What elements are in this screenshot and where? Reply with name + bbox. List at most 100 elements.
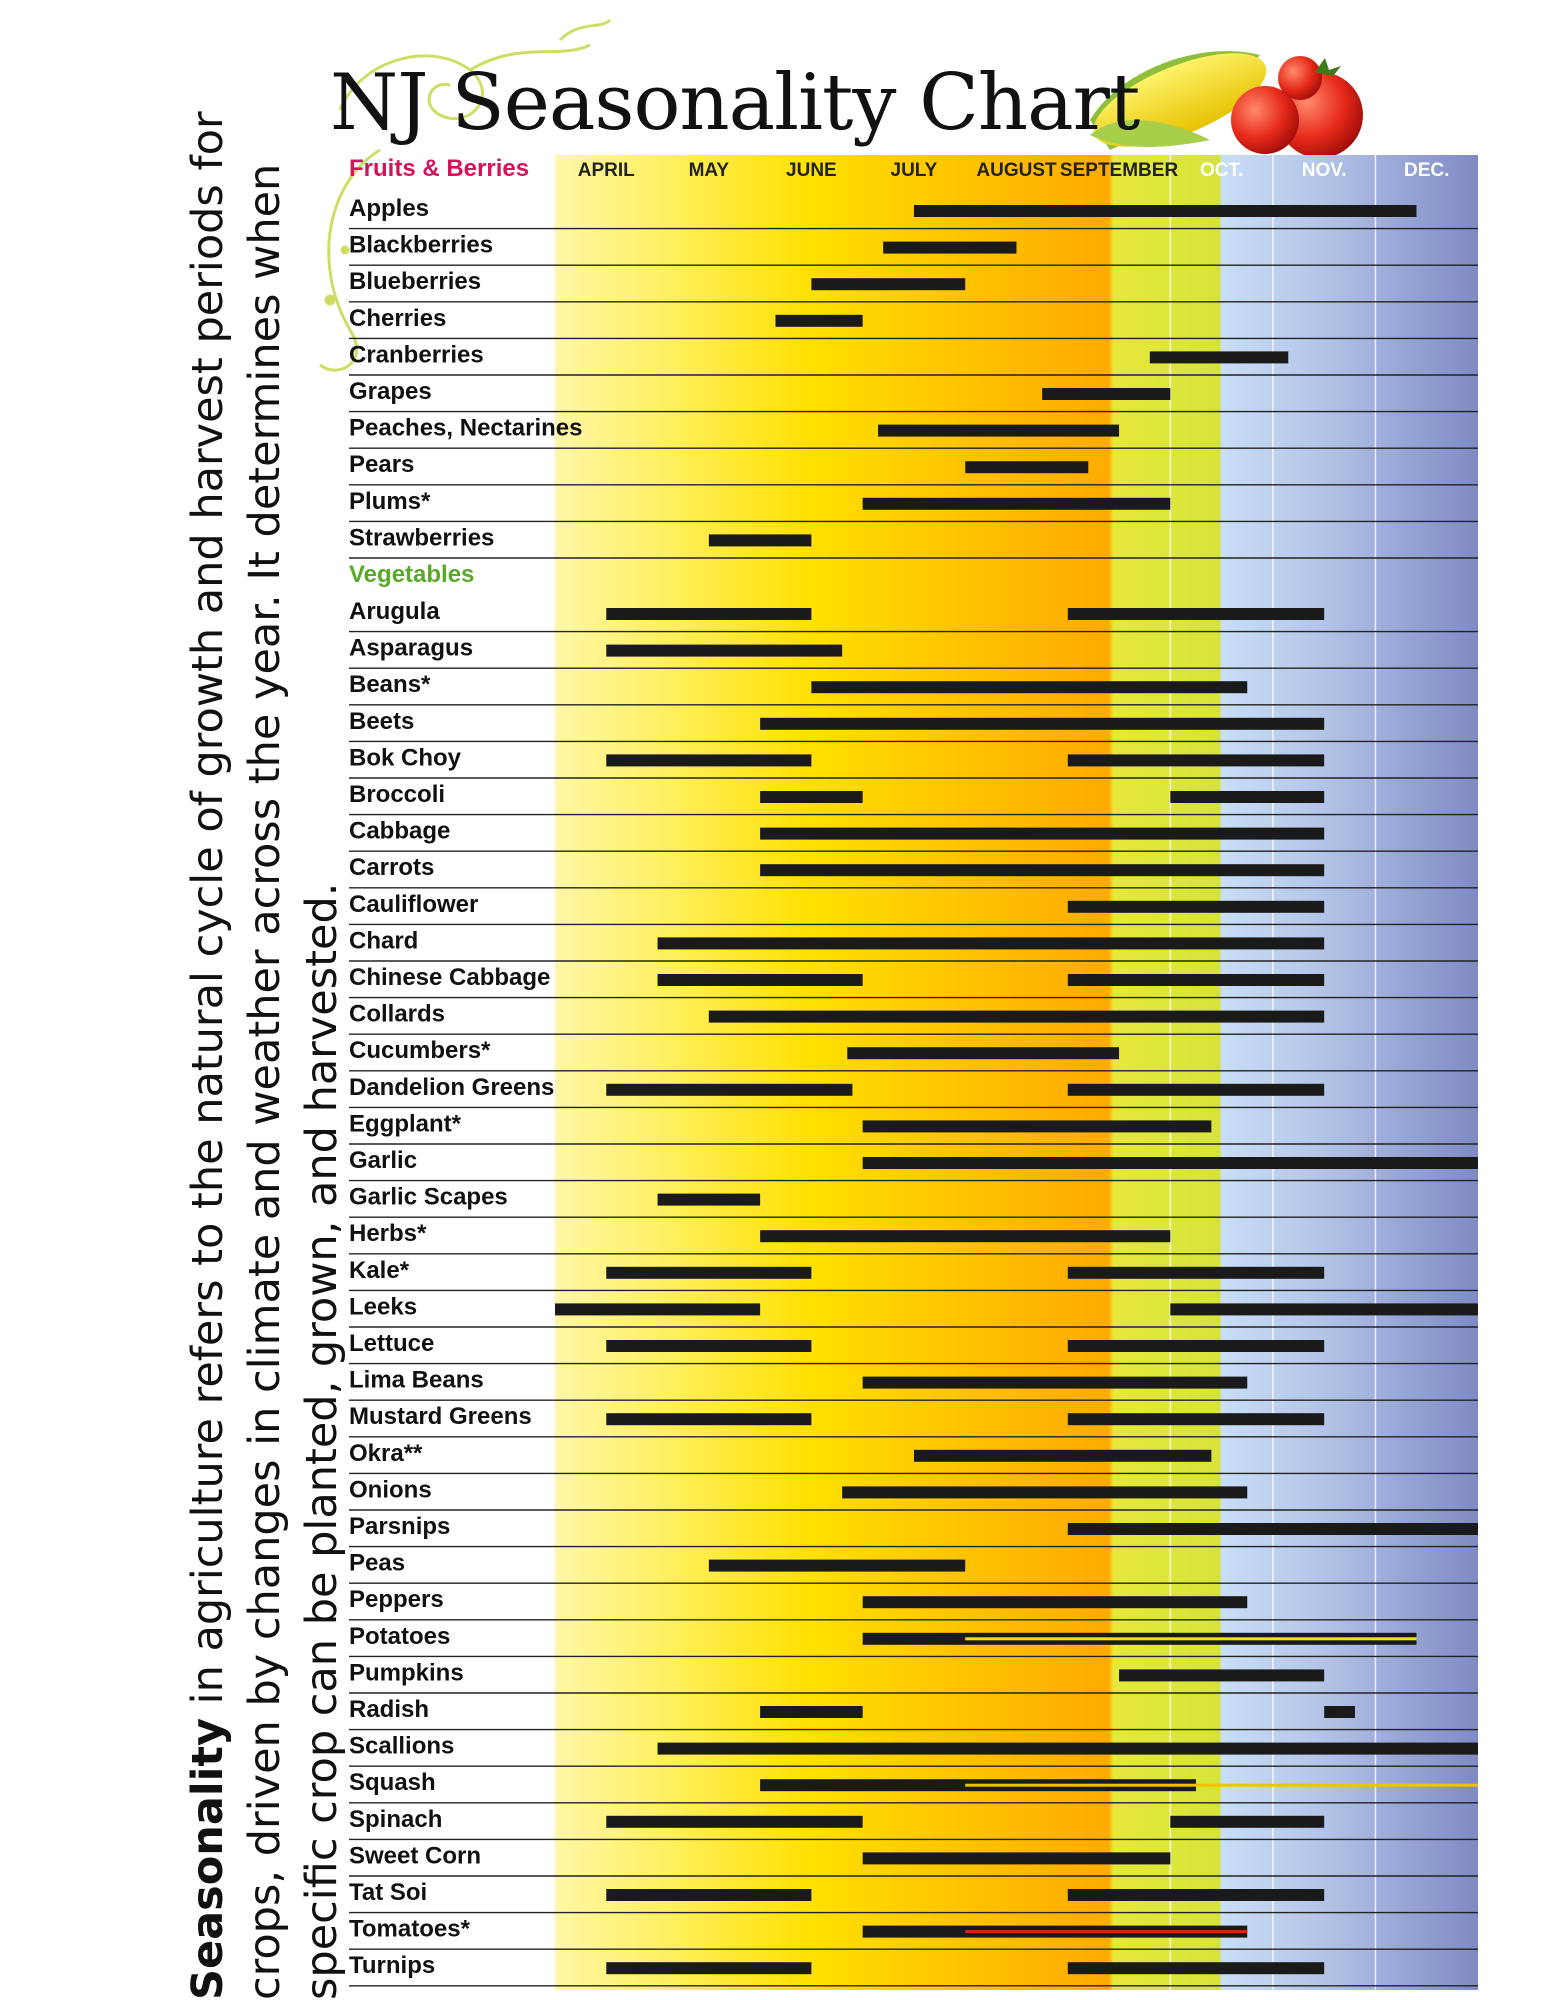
row-label: Spinach [349,1806,442,1833]
season-bar [760,717,1325,730]
season-bar [1067,1083,1325,1096]
season-bar [1042,388,1171,400]
row-label: Okra** [349,1440,423,1467]
season-bar [1067,754,1325,767]
season-bar [1067,608,1325,620]
season-bar [606,1083,853,1096]
season-bar [760,1706,863,1718]
season-bar [862,1120,1212,1133]
row-label: Plums* [349,488,431,515]
season-bar [760,1230,1171,1243]
season-bar [657,974,863,986]
season-bar [842,1486,1248,1499]
month-label: JUNE [786,160,837,181]
season-bar [760,791,863,803]
month-label: AUGUST [976,160,1057,181]
season-bar [708,1010,1325,1023]
season-bar [606,608,812,620]
season-bar [1170,1815,1325,1828]
season-bar [606,1815,863,1828]
row-label: Sweet Corn [349,1842,481,1869]
season-bar [847,1047,1120,1060]
season-bar [913,1449,1212,1462]
row-label: Scallions [349,1733,454,1760]
row-label: Cherries [349,305,446,332]
row-label: Carrots [349,854,434,881]
row-label: Lettuce [349,1330,434,1357]
corn-icon [1090,51,1267,150]
row-label: Lima Beans [349,1367,484,1394]
month-label: NOV. [1302,160,1347,181]
row-label: Cucumbers* [349,1037,491,1064]
row-label: Beets [349,708,414,735]
season-bar [1067,1413,1325,1426]
season-bar [606,754,812,767]
row-label: Broccoli [349,781,445,808]
season-bar [862,497,1171,510]
season-bar [883,241,1017,254]
row-label: Peas [349,1550,405,1577]
row-label: Cabbage [349,818,450,845]
season-bar [708,534,812,547]
season-bar-overlay [965,1783,1478,1787]
season-bar [1170,791,1325,803]
row-label: Cauliflower [349,891,478,918]
season-bar [760,827,1325,840]
row-label: Kale* [349,1257,410,1284]
row-label: Eggplant* [349,1110,462,1137]
season-bar [1067,1266,1325,1279]
row-label: Grapes [349,378,432,405]
season-bar-overlay [965,1637,1417,1641]
season-bar [1170,1303,1478,1316]
section-header: Fruits & Berries [349,155,529,182]
section-header: Vegetables [349,561,474,588]
tomato-icon [1231,56,1363,158]
season-bar [862,1852,1171,1865]
season-bar [657,1742,1478,1755]
season-bar [1067,1523,1478,1535]
season-bar [1119,1669,1325,1682]
row-label: Arugula [349,598,440,625]
season-bar [775,314,863,327]
month-label: JULY [891,160,938,181]
row-label: Strawberries [349,524,494,551]
season-bar [811,681,1248,694]
season-bar [606,1266,812,1279]
row-label: Tat Soi [349,1879,427,1906]
season-bar [708,1559,966,1572]
swirl-ornament-icon [319,18,612,372]
row-label: Apples [349,195,429,222]
row-label: Turnips [349,1952,435,1979]
season-bar [1149,351,1289,364]
row-label: Potatoes [349,1623,450,1650]
month-label: MAY [689,160,730,181]
row-label: Bok Choy [349,744,462,771]
season-bar [657,937,1325,950]
month-label: APRIL [578,160,635,181]
season-bar [878,424,1120,437]
season-bar [862,1157,1478,1169]
season-bar [1067,1889,1325,1901]
row-label: Asparagus [349,635,473,662]
row-label: Garlic Scapes [349,1184,508,1211]
season-bar [965,461,1089,474]
row-label: Collards [349,1001,445,1028]
month-label: OCT. [1200,160,1243,181]
season-bar [811,278,966,291]
season-bar [862,1596,1248,1609]
row-label: Dandelion Greens [349,1074,554,1101]
season-bar [1067,974,1325,986]
row-label: Herbs* [349,1220,427,1247]
row-label: Cranberries [349,341,484,368]
row-label: Peaches, Nectarines [349,415,582,442]
season-bar [1067,1962,1325,1975]
season-bar [606,1962,812,1975]
season-bar [1324,1706,1355,1718]
row-label: Radish [349,1696,429,1723]
row-label: Tomatoes* [349,1916,471,1943]
month-label: DEC. [1404,160,1449,181]
row-label: Pears [349,451,414,478]
season-bar [1067,1340,1325,1352]
row-label: Beans* [349,671,431,698]
